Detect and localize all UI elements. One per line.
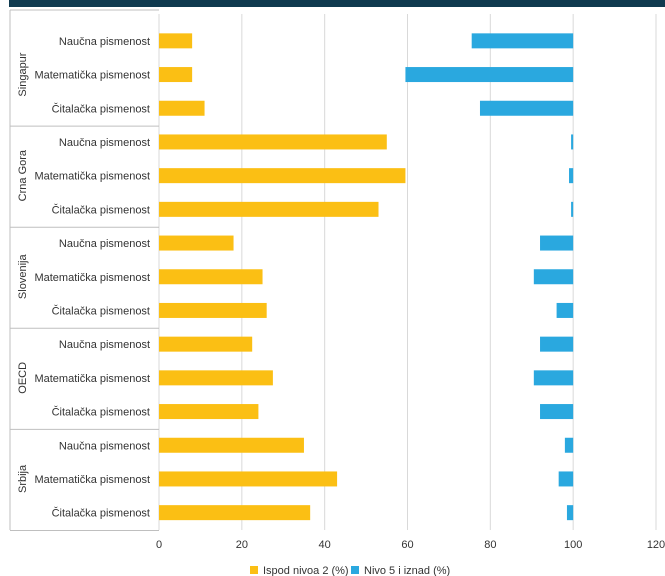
bar-below-level2-2-1: [159, 269, 263, 285]
bar-below-level2-0-2: [159, 100, 205, 116]
category-label: Matematička pismenost: [34, 373, 150, 385]
bar-level5-above-2-1: [533, 269, 574, 285]
x-tick-label: 60: [401, 539, 413, 551]
legend-label-below-level2: Ispod nivoa 2 (%): [263, 565, 349, 576]
legend-label-level5-above: Nivo 5 i iznad (%): [364, 565, 450, 576]
x-tick-label: 100: [564, 539, 582, 551]
bar-level5-above-2-0: [540, 235, 574, 251]
group-separators: [9, 9, 159, 531]
category-label: Naučna pismenost: [59, 440, 150, 452]
bar-below-level2-2-0: [159, 235, 234, 251]
bar-below-level2-3-1: [159, 370, 273, 386]
legend-swatch-level5-above: [351, 566, 359, 574]
bar-level5-above-0-2: [479, 100, 574, 116]
bar-level5-above-4-1: [558, 471, 574, 487]
group-label: Slovenija: [17, 254, 29, 300]
bar-level5-above-4-2: [566, 505, 574, 521]
category-label: Matematička pismenost: [34, 171, 150, 183]
bar-below-level2-1-1: [159, 168, 406, 184]
category-label: Matematička pismenost: [34, 70, 150, 82]
bar-below-level2-3-2: [159, 404, 259, 420]
group-label: OECD: [17, 362, 29, 394]
bar-below-level2-0-1: [159, 67, 193, 83]
category-label: Naučna pismenost: [59, 339, 150, 351]
category-label: Čitalačka pismenost: [52, 203, 150, 216]
legend-swatch-below-level2: [250, 566, 258, 574]
category-label: Matematička pismenost: [34, 474, 150, 486]
category-label: Čitalačka pismenost: [52, 102, 150, 115]
group-label: Crna Gora: [17, 149, 29, 201]
legend: Ispod nivoa 2 (%) Nivo 5 i iznad (%): [250, 565, 450, 576]
category-label: Matematička pismenost: [34, 272, 150, 284]
bar-level5-above-3-2: [540, 404, 574, 420]
bar-level5-above-3-0: [540, 336, 574, 352]
bar-below-level2-4-2: [159, 505, 311, 521]
category-labels: Naučna pismenost Matematička pismenost Čit…: [34, 36, 150, 520]
category-label: Čitalačka pismenost: [52, 406, 150, 419]
x-tick-label: 120: [647, 539, 665, 551]
category-label: Čitalačka pismenost: [52, 304, 150, 317]
bar-below-level2-1-0: [159, 134, 387, 150]
bar-level5-above-4-0: [564, 437, 574, 453]
top-band: [9, 0, 665, 7]
group-labels: Singapur Crna Gora Slovenija OECD Srbija: [17, 52, 29, 493]
bar-level5-above-1-0: [571, 134, 574, 150]
bar-level5-above-0-0: [471, 33, 574, 49]
category-label: Naučna pismenost: [59, 36, 150, 48]
category-label: Naučna pismenost: [59, 137, 150, 149]
group-label: Singapur: [17, 52, 29, 96]
bar-below-level2-1-2: [159, 201, 379, 217]
category-label: Čitalačka pismenost: [52, 507, 150, 520]
group-label: Srbija: [17, 464, 29, 493]
bar-below-level2-4-0: [159, 437, 304, 453]
bar-level5-above-2-2: [556, 302, 574, 318]
x-tick-label: 0: [156, 539, 162, 551]
bar-below-level2-4-1: [159, 471, 338, 487]
bar-level5-above-0-1: [405, 67, 574, 83]
bar-below-level2-0-0: [159, 33, 193, 49]
x-axis-ticks: 0 20 40 60 80 100 120: [156, 539, 665, 551]
bar-below-level2-2-2: [159, 302, 267, 318]
category-label: Naučna pismenost: [59, 238, 150, 250]
x-tick-label: 80: [484, 539, 496, 551]
bar-level5-above-1-2: [571, 201, 574, 217]
x-tick-label: 40: [319, 539, 331, 551]
bar-level5-above-1-1: [569, 168, 574, 184]
bar-level5-above-3-1: [533, 370, 574, 386]
bar-below-level2-3-0: [159, 336, 253, 352]
bars: [159, 33, 574, 521]
x-tick-label: 20: [236, 539, 248, 551]
